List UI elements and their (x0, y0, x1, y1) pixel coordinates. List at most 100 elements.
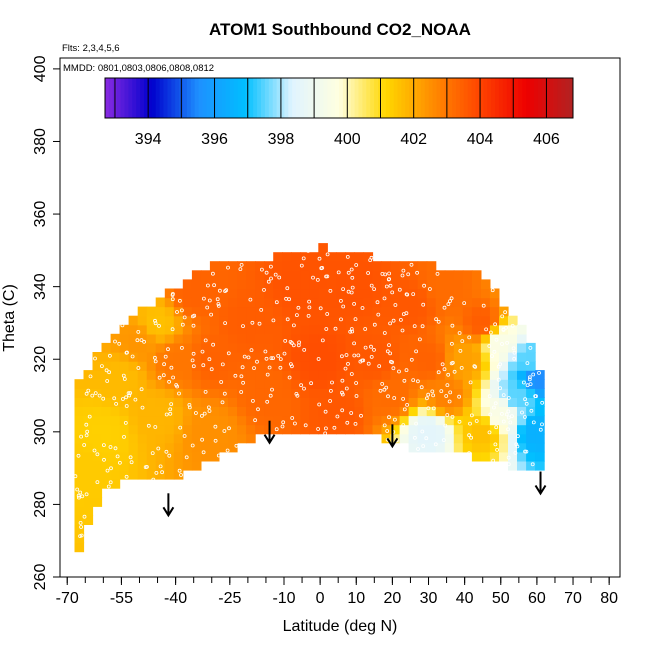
arrows (162, 420, 547, 518)
sample-point (209, 312, 214, 317)
colorbar-cell (401, 78, 406, 118)
field-cell (92, 497, 103, 507)
sample-point (320, 338, 325, 343)
field-cell (164, 442, 175, 453)
colorbar-cell (471, 78, 476, 118)
field-cell (390, 406, 401, 417)
field-cell (390, 397, 401, 407)
sample-point (191, 323, 196, 328)
field-cell (209, 433, 220, 444)
field-cell (399, 270, 410, 280)
sample-point (528, 345, 533, 350)
field-cell (399, 297, 410, 308)
field-cell (200, 279, 211, 290)
colorbar-cell (413, 78, 418, 118)
field-cell (182, 306, 193, 317)
colorbar-cell (225, 78, 231, 118)
field-cell (381, 324, 392, 335)
field-cell (74, 506, 85, 516)
sample-point (292, 421, 297, 426)
field-cell (426, 424, 437, 435)
field-cell (246, 342, 256, 353)
field-cell (128, 424, 139, 435)
field-cell (228, 406, 238, 417)
field-cell (526, 451, 536, 462)
sample-point (346, 270, 351, 275)
field-cell (499, 352, 509, 362)
field-cell (336, 261, 346, 271)
field-cell (110, 460, 121, 471)
field-cell (164, 288, 175, 299)
x-tick-label: -25 (218, 590, 241, 607)
sample-point (306, 248, 311, 253)
field-cell (372, 415, 383, 426)
field-cell (462, 352, 473, 362)
field-cell (264, 261, 274, 271)
field-cell (182, 333, 193, 344)
field-cell (309, 342, 319, 353)
field-cell (128, 442, 139, 453)
sample-point (146, 423, 151, 428)
sample-point (505, 340, 510, 345)
sample-point (187, 405, 192, 410)
field-cell (390, 297, 401, 308)
field-cell (228, 315, 238, 326)
field-cell (282, 424, 292, 435)
sample-point (474, 419, 479, 423)
field-cell (137, 388, 148, 398)
field-cell (128, 397, 139, 407)
sample-point (216, 303, 221, 308)
sample-point (504, 412, 509, 417)
field-cell (417, 324, 428, 335)
field-cell (318, 252, 328, 262)
field-cell (417, 342, 428, 353)
sample-point (170, 327, 175, 332)
colorbar-cell (229, 78, 235, 118)
colorbar-cell (428, 78, 434, 118)
field-cell (327, 361, 337, 371)
sample-point (177, 468, 182, 473)
field-cell (83, 433, 94, 444)
sample-point (493, 322, 498, 327)
field-cell (74, 415, 85, 426)
sample-point (112, 396, 117, 401)
field-cell (489, 406, 500, 417)
sample-point (467, 335, 472, 340)
x-tick-label: 40 (456, 590, 474, 607)
field-cell (318, 342, 328, 353)
field-cell (426, 324, 437, 335)
field-cell (137, 469, 148, 480)
colorbar-cell (362, 78, 367, 118)
colorbar-cell (190, 78, 196, 118)
colorbar-cell (124, 78, 129, 118)
sample-point (328, 288, 333, 293)
sample-point (427, 287, 432, 291)
field-cell (101, 424, 112, 435)
field-cell (309, 297, 319, 308)
field-cell (200, 397, 211, 407)
field-cell (309, 361, 319, 371)
field-cell (146, 460, 157, 471)
field-cell (146, 424, 157, 435)
field-cell (237, 415, 247, 426)
field-cell (363, 261, 374, 271)
field-cell (336, 324, 346, 335)
field-cell (119, 424, 130, 435)
sample-point (177, 391, 181, 396)
sample-point (271, 318, 276, 323)
field-cell (155, 297, 166, 308)
sample-point (151, 477, 156, 482)
field-cell (354, 406, 365, 417)
sample-point (277, 275, 282, 280)
sample-point (494, 337, 499, 342)
sample-point (510, 323, 515, 328)
sample-point (135, 338, 140, 343)
field-cell (489, 415, 500, 426)
field-cell (372, 261, 383, 271)
sample-point (421, 302, 426, 307)
sample-point (353, 317, 358, 322)
field-cell (219, 315, 229, 326)
field-cell (327, 279, 337, 290)
field-cell (255, 424, 265, 435)
field-cell (137, 379, 148, 389)
